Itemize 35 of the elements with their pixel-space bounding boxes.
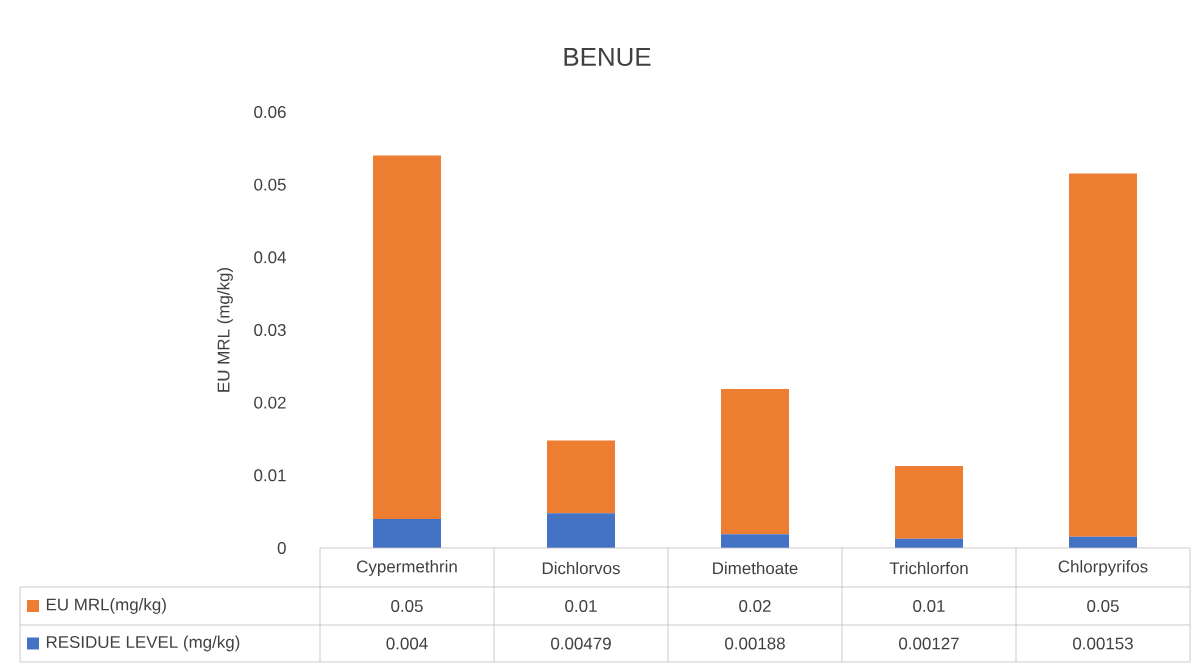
data-label: 0.00127 [899,637,959,650]
data-label: 0.05 [391,599,423,612]
bar [547,440,616,514]
bar [547,513,616,548]
data-label: 0.00479 [551,637,611,650]
data-label: 0.02 [739,599,771,612]
y-axis-title: EU MRL (mg/kg) [217,268,233,392]
data-label: 0.004 [386,637,428,650]
bar [721,534,790,548]
y-tick-label: 0.05 [254,178,286,191]
bar [721,388,790,535]
y-tick-label: 0.06 [254,105,286,118]
y-tick-label: 0.02 [254,396,286,409]
bar [895,466,964,539]
x-tick-label: Chlorpyrifos [1058,560,1148,576]
bar [373,155,442,519]
chart-title: BENUE [564,47,651,67]
legend-label: RESIDUE LEVEL (mg/kg) [46,635,240,652]
bar [1069,173,1138,537]
x-tick-label: Dichlorvos [542,561,620,575]
data-label: 0.00188 [725,637,785,650]
data-label: 0.01 [913,599,945,612]
y-tick-label: 0.04 [254,251,286,264]
y-tick-label: 0 [277,541,286,554]
data-label: 0.00153 [1073,637,1133,650]
bar [373,518,442,548]
x-tick-label: Cypermethrin [357,560,457,576]
data-label: 0.01 [565,599,597,612]
legend-label: EU MRL(mg/kg) [46,598,166,614]
y-tick-label: 0.01 [254,469,286,482]
y-tick-label: 0.03 [254,323,286,336]
x-tick-label: Trichlorfon [889,561,968,575]
bar [1069,536,1138,548]
data-label: 0.05 [1087,599,1119,612]
x-tick-label: Dimethoate [713,561,798,575]
